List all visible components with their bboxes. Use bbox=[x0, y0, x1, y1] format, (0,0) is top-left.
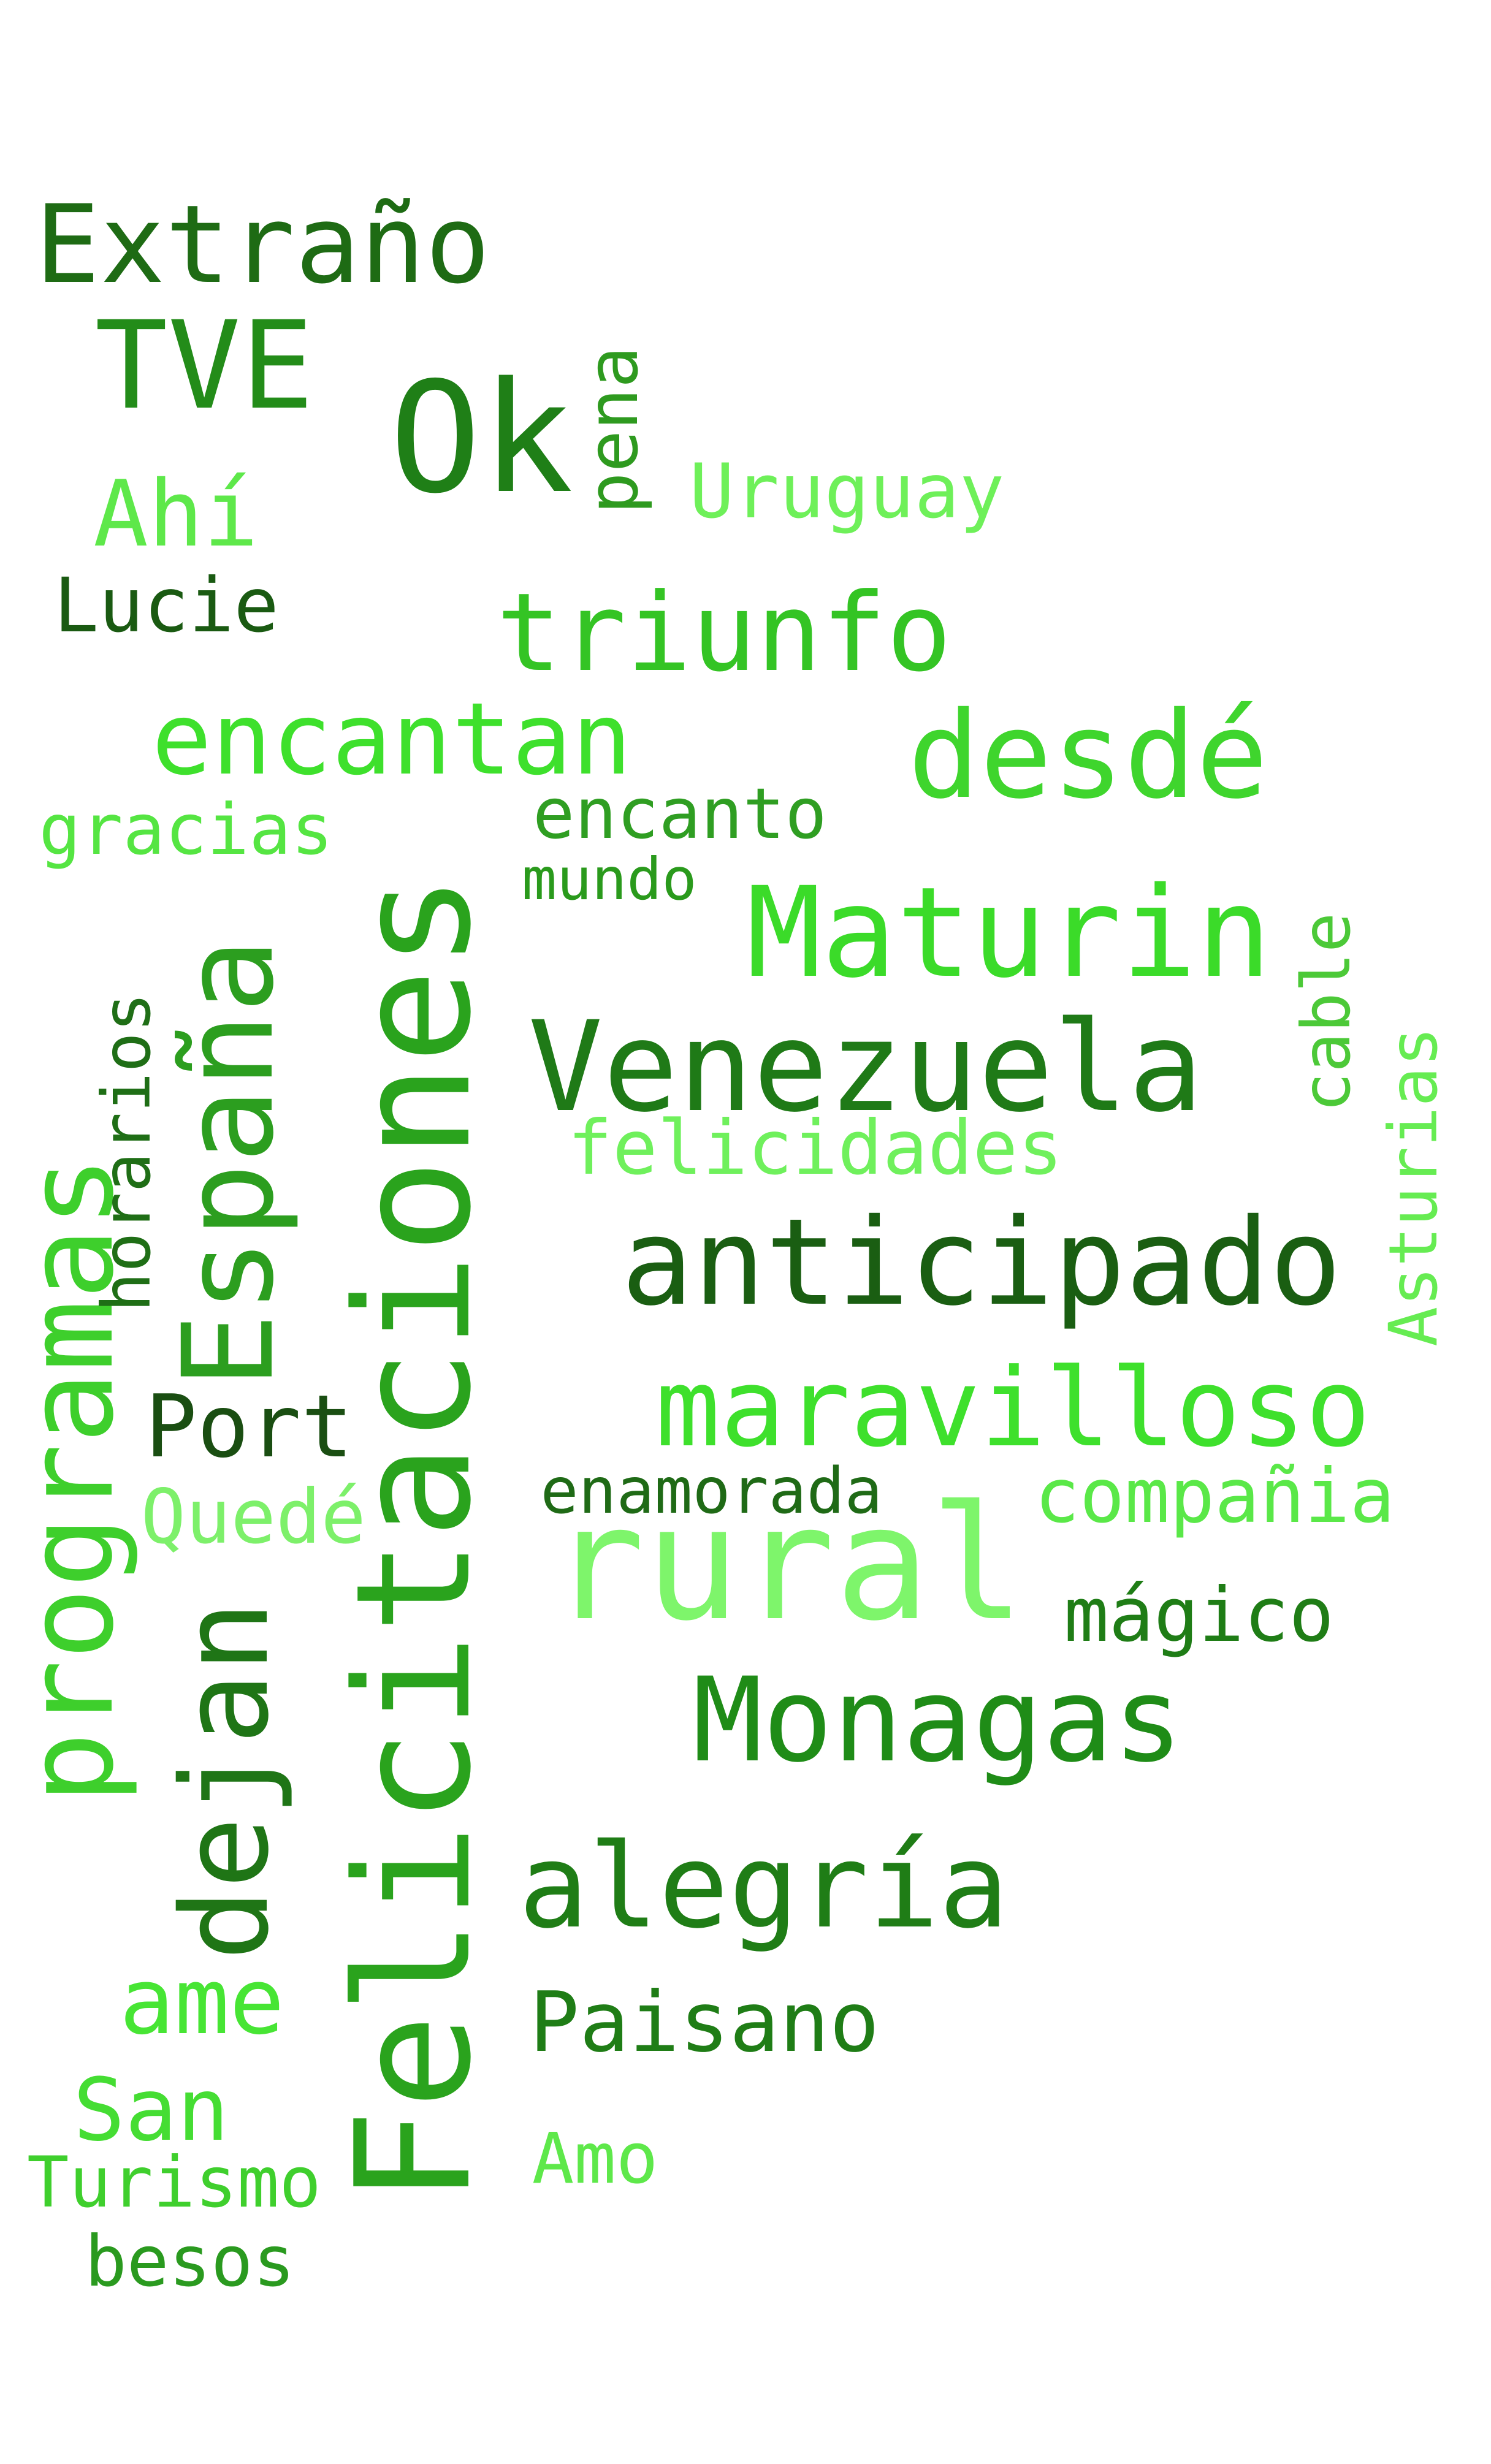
word-port: Port bbox=[145, 1376, 354, 1477]
word-asturias: Asturias bbox=[1375, 1027, 1453, 1347]
word-mundo: mundo bbox=[522, 846, 697, 914]
word-ame: ame bbox=[119, 1949, 284, 2055]
word-lucie: Lucie bbox=[53, 561, 279, 649]
word-enamorada: enamorada bbox=[540, 1454, 883, 1528]
word-gracias: gracias bbox=[39, 788, 334, 870]
word-ahi: Ahí bbox=[93, 462, 259, 568]
word-extrano: Extraño bbox=[35, 181, 490, 308]
word-maturin: Maturin bbox=[746, 859, 1272, 1005]
word-encanto: encanto bbox=[532, 772, 827, 854]
word-pena: pena bbox=[571, 346, 654, 515]
word-felicidades: felicidades bbox=[567, 1105, 1063, 1192]
word-besos: besos bbox=[85, 2221, 296, 2302]
word-horarios: horarios bbox=[88, 992, 166, 1312]
word-san: San bbox=[73, 2060, 229, 2161]
word-anticipado: anticipado bbox=[621, 1193, 1342, 1333]
word-magico: mágico bbox=[1064, 1571, 1334, 1659]
word-uruguay: Uruguay bbox=[689, 447, 1005, 535]
word-monagas: Monagas bbox=[692, 1652, 1183, 1788]
word-venezuela: Venezuela bbox=[528, 994, 1203, 1140]
word-triunfo: triunfo bbox=[496, 569, 952, 696]
word-alegria: alegría bbox=[518, 1818, 1009, 1954]
word-tve: TVE bbox=[94, 295, 314, 437]
word-dejan: dejan bbox=[156, 1600, 296, 1961]
word-paisano: Paisano bbox=[529, 1973, 880, 2070]
word-cable: cable bbox=[1287, 913, 1366, 1113]
word-espana: España bbox=[155, 938, 301, 1388]
word-desde: desdé bbox=[907, 686, 1268, 826]
word-compania: compañia bbox=[1034, 1453, 1395, 1540]
word-maravilloso: maravilloso bbox=[655, 1344, 1371, 1471]
word-ok: Ok bbox=[389, 349, 574, 527]
word-turismo: Turismo bbox=[27, 2141, 321, 2223]
word-encantan: encantan bbox=[151, 681, 632, 797]
word-rural: rural bbox=[549, 1472, 1026, 1656]
word-quede: Quedé bbox=[140, 1473, 366, 1561]
word-amo: Amo bbox=[532, 2118, 658, 2200]
